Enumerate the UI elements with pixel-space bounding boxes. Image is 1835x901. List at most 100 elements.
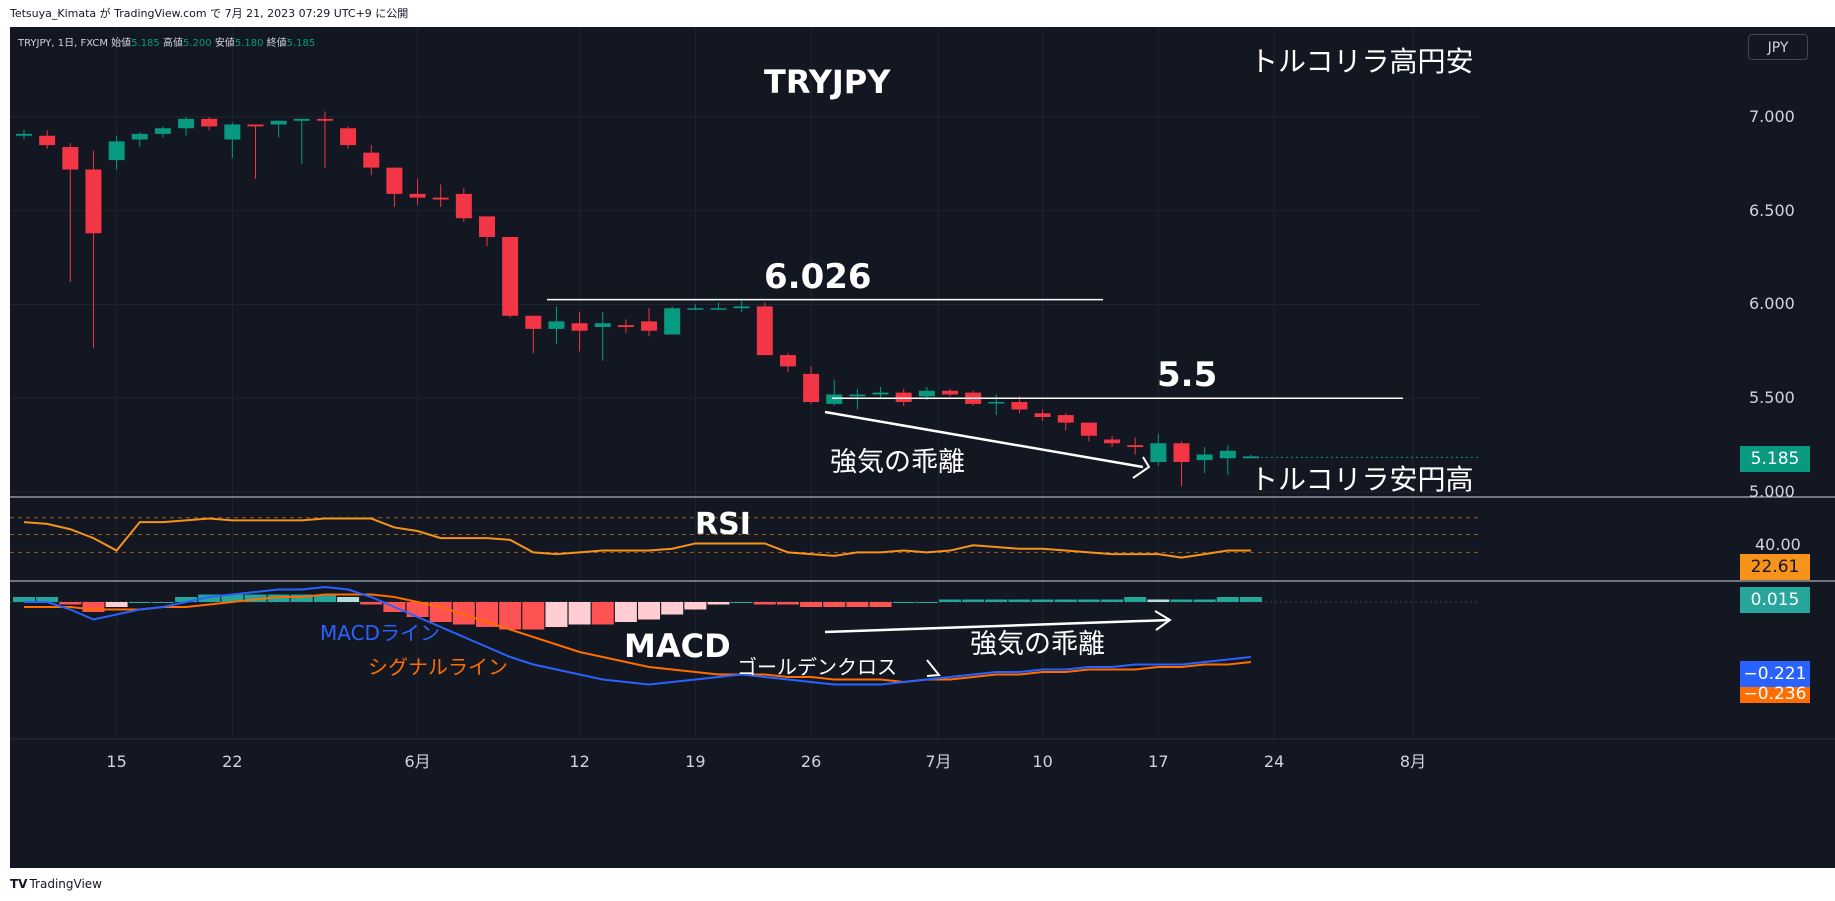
macd-histogram-bar bbox=[105, 602, 128, 607]
candle-body bbox=[594, 323, 611, 327]
candle-body bbox=[571, 323, 588, 331]
candle-body bbox=[131, 133, 148, 140]
macd-line-label: MACDライン bbox=[320, 621, 440, 645]
candle-body bbox=[710, 308, 727, 310]
macd-histogram-bar bbox=[1216, 597, 1239, 602]
high-value: 5.200 bbox=[182, 38, 212, 49]
x-tick-label: 22 bbox=[222, 752, 242, 771]
macd-histogram-bar bbox=[36, 597, 59, 602]
macd-histogram-bar bbox=[1193, 599, 1216, 602]
macd-histogram-bar bbox=[869, 602, 892, 607]
candle-body bbox=[363, 152, 380, 168]
candle-body bbox=[895, 392, 912, 402]
x-tick-label: 24 bbox=[1264, 752, 1284, 771]
macd-histogram-bar bbox=[499, 602, 522, 630]
y-tick-label: 6.000 bbox=[1749, 294, 1795, 313]
candle-body bbox=[1173, 443, 1190, 462]
macd-title: MACD bbox=[624, 627, 731, 665]
macd-histogram-bar bbox=[800, 602, 823, 607]
macd-line bbox=[24, 585, 1252, 686]
y-tick-label: 7.000 bbox=[1749, 107, 1795, 126]
symbol-label: TRYJPY, 1日, FXCM bbox=[18, 38, 108, 49]
candle-body bbox=[340, 128, 357, 146]
candle-body bbox=[548, 321, 565, 329]
chart-svg[interactable]: 15 22 6月 12 19 26 7月 10 17 24 8月 bbox=[10, 27, 1835, 868]
macd-histogram-bar bbox=[59, 602, 82, 605]
x-tick-label: 17 bbox=[1148, 752, 1168, 771]
macd-histogram-bar bbox=[1147, 599, 1170, 602]
open-label: 始値 bbox=[111, 38, 132, 49]
low-label: 安値 bbox=[214, 38, 235, 49]
candle-body bbox=[39, 135, 56, 146]
macd-histogram-bar bbox=[360, 602, 383, 605]
arrow-icon bbox=[926, 659, 941, 677]
macd-histogram-bar bbox=[985, 599, 1008, 602]
candle-body bbox=[224, 124, 241, 140]
macd-histogram-bar bbox=[545, 602, 568, 627]
candle-body bbox=[687, 308, 704, 310]
x-tick-label: 12 bbox=[569, 752, 589, 771]
candle-body bbox=[85, 169, 102, 234]
macd-histogram-bar bbox=[1008, 599, 1031, 602]
candle-body bbox=[270, 120, 287, 125]
macd-histogram-bar bbox=[1101, 599, 1124, 602]
y-tick-label: 5.000 bbox=[1749, 482, 1795, 501]
candle-body bbox=[849, 394, 866, 397]
candle-body bbox=[432, 197, 449, 200]
macd-histogram-bar bbox=[776, 602, 799, 605]
divergence-label-macd: 強気の乖離 bbox=[970, 629, 1105, 660]
golden-cross-label: ゴールデンクロス bbox=[737, 655, 897, 679]
candle-body bbox=[247, 124, 264, 127]
macd-histogram-bar bbox=[915, 602, 938, 603]
candle-body bbox=[918, 390, 935, 397]
y-tick-label: 5.500 bbox=[1749, 388, 1795, 407]
candle-body bbox=[316, 118, 333, 121]
signal-line bbox=[24, 593, 1252, 684]
macd-histogram-bar bbox=[198, 594, 221, 602]
x-tick-label: 7月 bbox=[925, 752, 951, 771]
candle-body bbox=[1150, 443, 1167, 462]
tv-logo-icon: TV bbox=[10, 877, 28, 891]
candle-body bbox=[178, 118, 195, 129]
macd-histogram-bar bbox=[476, 602, 498, 627]
candle-body bbox=[641, 321, 658, 331]
macd-histogram-bar bbox=[429, 602, 452, 622]
currency-button[interactable]: JPY bbox=[1748, 34, 1808, 60]
macd-histogram-bar bbox=[568, 602, 591, 625]
candle-body bbox=[1104, 439, 1121, 444]
publisher-bar: Tetsuya_Kimata が TradingView.com で 7月 21… bbox=[0, 0, 1835, 27]
divergence-label-price: 強気の乖離 bbox=[830, 447, 965, 478]
candle-body bbox=[872, 392, 889, 395]
tradingview-logo[interactable]: TV TradingView bbox=[10, 877, 102, 891]
high-label: 高値 bbox=[162, 38, 183, 49]
publisher-text: Tetsuya_Kimata が TradingView.com で 7月 21… bbox=[10, 7, 409, 20]
signal-value-badge: −0.236 bbox=[1740, 686, 1810, 703]
candle-body bbox=[756, 306, 773, 356]
rsi-line bbox=[23, 517, 1251, 559]
candle-body bbox=[826, 394, 843, 404]
last-price-badge: 5.185 bbox=[1740, 446, 1810, 472]
level-label-mid: 5.5 bbox=[1157, 355, 1218, 395]
candle-body bbox=[62, 147, 79, 170]
signal-line-label: シグナルライン bbox=[368, 655, 508, 679]
candle-body bbox=[502, 237, 519, 316]
macd-histogram-bar bbox=[13, 597, 35, 602]
candle-body bbox=[455, 193, 472, 219]
macd-histogram-bar bbox=[1054, 599, 1077, 602]
macd-histogram-bar bbox=[614, 602, 637, 622]
chart-area[interactable]: 15 22 6月 12 19 26 7月 10 17 24 8月 TRYJPY, 1日, FXCM … bbox=[10, 27, 1835, 868]
candle-body bbox=[525, 315, 542, 329]
candle-body bbox=[16, 133, 32, 136]
macd-histogram-bar bbox=[753, 602, 776, 605]
candle-body bbox=[293, 118, 310, 121]
macd-value-badge: −0.221 bbox=[1740, 661, 1810, 687]
macd-histogram-bar bbox=[707, 602, 730, 605]
macd-histogram-bar bbox=[267, 594, 290, 602]
symbol-info-bar: TRYJPY, 1日, FXCM 始値5.185 高値5.200 安値5.180… bbox=[18, 34, 315, 49]
candle-body bbox=[1057, 415, 1074, 423]
candle-body bbox=[1080, 422, 1097, 436]
candle-body bbox=[733, 306, 750, 309]
x-tick-label: 6月 bbox=[404, 752, 430, 771]
candle-body bbox=[1011, 402, 1028, 410]
macd-histogram-bar bbox=[846, 602, 869, 607]
